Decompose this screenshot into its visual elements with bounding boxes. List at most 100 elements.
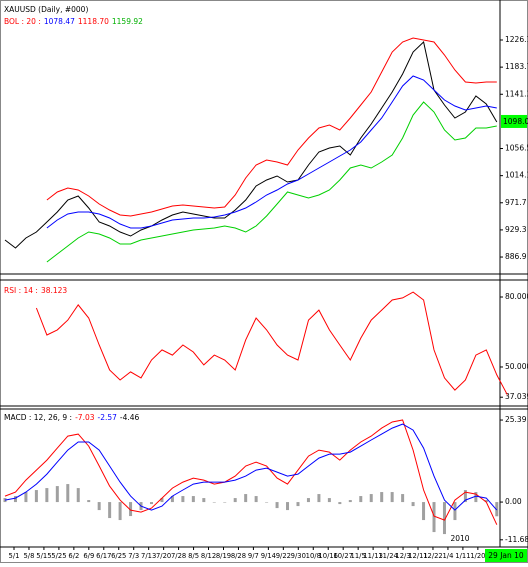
indicator-value: 1118.70: [78, 17, 109, 26]
histogram-bar: [87, 500, 91, 503]
histogram-bar: [212, 502, 216, 503]
histogram-bar: [348, 500, 352, 503]
histogram-bar: [265, 502, 269, 503]
histogram-bar: [338, 502, 342, 505]
y-tick-label: 1141.3: [505, 89, 528, 98]
indicator-label: RSI : 14 :: [4, 286, 38, 295]
y-tick-label: 1056.5: [505, 144, 528, 153]
histogram-bar: [170, 496, 174, 503]
histogram-bar: [317, 494, 321, 503]
histogram-bar: [34, 490, 38, 503]
x-tick-label: 11/13: [363, 552, 383, 560]
x-tick-label: 8/28: [231, 552, 246, 560]
histogram-bar: [453, 502, 457, 521]
x-tick-label: 10/27: [333, 552, 353, 560]
histogram-bar: [45, 488, 49, 503]
series-line: [46, 75, 497, 229]
histogram-bar: [359, 496, 363, 503]
indicator-value: -4.46: [120, 413, 140, 422]
histogram-bar: [97, 502, 101, 511]
x-tick-label: 7/20: [156, 552, 171, 560]
histogram-bar: [160, 498, 164, 503]
x-tick-label: 8/19: [216, 552, 231, 560]
x-tick-label: 9/30: [291, 552, 306, 560]
histogram-bar: [286, 502, 290, 511]
last-date-box: [485, 549, 527, 562]
y-tick-label: 25.39: [505, 415, 527, 424]
histogram-bar: [390, 492, 394, 503]
y-tick-label: -11.68: [505, 535, 528, 544]
histogram-bar: [181, 496, 185, 503]
indicator-value: -7.03: [75, 413, 95, 422]
histogram-bar: [306, 498, 310, 503]
year-label: 2010: [450, 534, 469, 543]
x-tick-label: 6/9: [83, 552, 94, 560]
indicator-label: MACD : 12, 26, 9 :: [4, 413, 72, 422]
histogram-bar: [55, 486, 59, 503]
histogram-bar: [296, 502, 300, 507]
indicator-value: 1159.92: [112, 17, 143, 26]
y-tick-label: 0.00: [505, 497, 522, 506]
series-line: [46, 37, 497, 217]
indicator-label: BOL : 20 :: [4, 17, 41, 26]
histogram-bar: [24, 492, 28, 503]
histogram-bar: [422, 502, 426, 521]
histogram-bar: [233, 498, 237, 503]
histogram-bar: [149, 502, 153, 505]
histogram-bar: [474, 492, 478, 503]
x-tick-label: 10/16: [318, 552, 338, 560]
last-value-label: 1098.0: [503, 117, 528, 126]
y-tick-label: 50.000: [505, 362, 528, 371]
x-tick-label: 11/24: [378, 552, 398, 560]
x-tick-label: 12/11: [408, 552, 428, 560]
histogram-bar: [327, 498, 331, 503]
x-tick-label: 9/7: [248, 552, 259, 560]
histogram-bar: [411, 502, 415, 507]
series-line: [4, 419, 498, 525]
histogram-bar: [484, 500, 488, 503]
indicator-value: 1078.47: [44, 17, 75, 26]
histogram-bar: [380, 492, 384, 503]
indicator-value: -2.57: [98, 413, 118, 422]
histogram-bar: [369, 494, 373, 503]
x-tick-label: 1/11: [455, 552, 470, 560]
x-tick-label: 9/22: [276, 552, 291, 560]
histogram-bar: [66, 484, 70, 503]
histogram-bar: [118, 502, 122, 521]
x-tick-label: 7/3: [128, 552, 139, 560]
histogram-bar: [76, 488, 80, 503]
x-tick-label: 8/5: [188, 552, 199, 560]
y-tick-label: 37.039: [505, 392, 528, 401]
x-tick-label: 9/14: [261, 552, 276, 560]
y-tick-label: 80.000: [505, 292, 528, 301]
series-line: [35, 291, 508, 395]
y-tick-label: 1226.1: [505, 35, 528, 44]
x-tick-label: 10/8: [306, 552, 321, 560]
indicator-legend: MACD : 12, 26, 9 : -7.03 -2.57 -4.46: [4, 413, 140, 422]
x-tick-label: 7/28: [171, 552, 186, 560]
last-date-label: 29 Jan 10: [488, 551, 524, 560]
x-tick-label: 1/4: [442, 552, 453, 560]
y-tick-label: 971.7: [505, 198, 527, 207]
x-tick-label: 7/13: [141, 552, 156, 560]
x-tick-label: 5/25: [51, 552, 66, 560]
histogram-bar: [13, 496, 17, 503]
x-tick-label: 12/22: [423, 552, 443, 560]
series-line: [46, 101, 497, 263]
histogram-bar: [401, 494, 405, 503]
histogram-bar: [254, 496, 258, 503]
x-tick-label: 1/20: [470, 552, 485, 560]
x-tick-label: 5/8: [23, 552, 34, 560]
histogram-bar: [275, 502, 279, 509]
x-tick-label: 6/17: [96, 552, 111, 560]
y-tick-label: 1014.1: [505, 171, 528, 180]
histogram-bar: [463, 490, 467, 503]
x-tick-label: 5/15: [36, 552, 51, 560]
histogram-bar: [223, 502, 227, 503]
histogram-bar: [432, 502, 436, 533]
histogram-bar: [495, 502, 499, 517]
x-tick-label: 6/25: [111, 552, 126, 560]
x-tick-label: 6/2: [68, 552, 79, 560]
